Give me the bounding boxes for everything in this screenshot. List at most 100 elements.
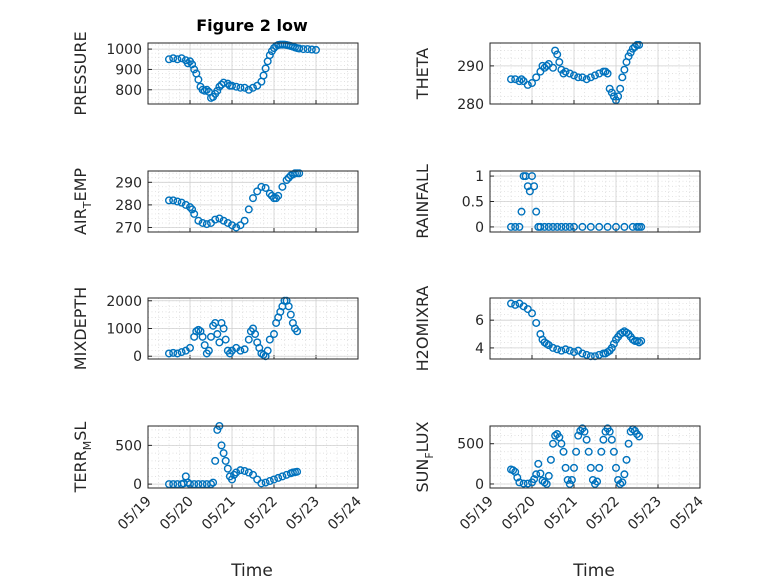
data-point	[605, 427, 614, 436]
data-point	[209, 478, 218, 487]
data-point	[507, 299, 516, 308]
data-point	[528, 79, 537, 88]
data-point	[248, 194, 257, 203]
y-tick-label: 1000	[106, 42, 142, 58]
data-point	[217, 441, 226, 450]
data-point	[515, 77, 524, 86]
y-tick-label: 4	[475, 341, 484, 357]
data-point	[616, 84, 625, 93]
data-point	[528, 309, 537, 318]
data-point	[265, 51, 274, 60]
data-point	[303, 45, 312, 54]
data-point	[164, 480, 173, 489]
axes-frame	[147, 425, 359, 489]
data-point	[549, 439, 558, 448]
data-point	[582, 435, 591, 444]
data-point	[295, 44, 304, 53]
data-point	[236, 346, 245, 355]
y-axis-label: PRESSURE	[71, 31, 90, 115]
data-point	[173, 349, 182, 358]
data-point	[257, 479, 266, 488]
data-point	[232, 82, 241, 91]
data-point	[194, 216, 203, 225]
data-point	[223, 79, 232, 88]
data-point	[620, 65, 629, 74]
data-point	[507, 222, 516, 231]
data-point	[263, 346, 272, 355]
data-point	[261, 478, 270, 487]
axes-frame	[489, 425, 701, 489]
data-point	[511, 222, 520, 231]
y-tick-label: 2000	[106, 294, 142, 310]
data-point	[185, 480, 194, 489]
data-point	[232, 223, 241, 232]
data-point	[236, 83, 245, 92]
x-tick-label: 05/22	[583, 494, 623, 534]
axes-background	[489, 297, 701, 360]
xlabel-left: Time	[230, 561, 273, 581]
y-tick-label: 280	[457, 97, 484, 113]
data-point	[204, 346, 213, 355]
data-point	[544, 471, 553, 480]
data-point	[561, 222, 570, 231]
data-point	[253, 187, 262, 196]
y-tick-label: 270	[115, 220, 142, 236]
subplot-air_temp: 270 280 290 AIRTEMP	[71, 168, 359, 236]
data-point	[185, 203, 194, 212]
data-point	[240, 216, 249, 225]
data-point	[618, 478, 627, 487]
data-point	[578, 222, 587, 231]
data-point	[202, 85, 211, 94]
data-point	[576, 426, 585, 435]
data-point	[635, 432, 644, 441]
data-point	[286, 310, 295, 319]
data-point	[215, 214, 224, 223]
data-point	[190, 65, 199, 74]
data-point	[278, 472, 287, 481]
data-point	[633, 430, 642, 439]
data-point	[198, 480, 207, 489]
data-point	[624, 439, 633, 448]
data-point	[227, 475, 236, 484]
data-point	[637, 336, 646, 345]
data-point	[612, 463, 621, 472]
data-point	[284, 302, 293, 311]
data-point	[173, 55, 182, 64]
data-point	[553, 222, 562, 231]
data-point	[561, 345, 570, 354]
data-point	[248, 470, 257, 479]
y-tick-label: 500	[115, 438, 142, 454]
data-point	[272, 194, 281, 203]
data-point	[299, 45, 308, 54]
data-point	[597, 447, 606, 456]
data-point	[614, 92, 623, 101]
xlabel-right: Time	[572, 561, 615, 581]
data-point	[595, 222, 604, 231]
x-tick-label: 05/24	[325, 493, 365, 533]
data-point	[183, 59, 192, 68]
data-point	[532, 207, 541, 216]
data-point	[540, 222, 549, 231]
data-point	[261, 183, 270, 192]
data-point	[586, 463, 595, 472]
x-tick-label: 05/19	[115, 494, 155, 534]
y-tick-label: 0.5	[462, 195, 484, 211]
y-tick-label: 0	[475, 220, 484, 236]
data-point	[244, 205, 253, 214]
data-point	[555, 58, 564, 67]
data-point	[567, 475, 576, 484]
data-point	[530, 475, 539, 484]
data-point	[188, 205, 197, 214]
data-point	[609, 339, 618, 348]
data-point	[551, 431, 560, 440]
data-point	[588, 475, 597, 484]
data-point	[219, 449, 228, 458]
data-point	[230, 470, 239, 479]
data-point	[570, 222, 579, 231]
data-point	[194, 75, 203, 84]
data-point	[528, 172, 537, 181]
data-point	[582, 75, 591, 84]
data-point	[582, 350, 591, 359]
data-point	[211, 456, 220, 465]
